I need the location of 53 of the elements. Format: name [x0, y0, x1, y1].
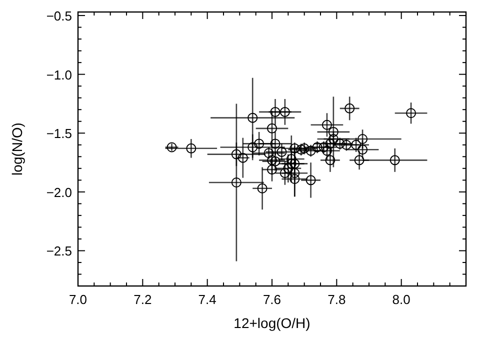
- x-tick-label: 7.4: [198, 292, 216, 307]
- point: [351, 140, 362, 150]
- x-tick-label: 7.2: [134, 292, 152, 307]
- point: [296, 144, 306, 155]
- y-tick-label: −0.5: [46, 8, 72, 24]
- point: [325, 155, 336, 166]
- point: [358, 134, 368, 144]
- point: [286, 158, 296, 169]
- x-tick-label: 8.0: [392, 292, 410, 307]
- point: [328, 134, 338, 144]
- point: [322, 120, 332, 130]
- point: [344, 103, 355, 114]
- point: [248, 142, 258, 152]
- x-tick-label: 7.6: [262, 292, 282, 307]
- point: [186, 143, 196, 154]
- point: [270, 106, 280, 117]
- point: [270, 138, 280, 149]
- point: [358, 144, 368, 155]
- point: [390, 155, 400, 166]
- point: [406, 108, 416, 118]
- y-tick-label: −1.0: [46, 67, 72, 82]
- point: [270, 156, 280, 166]
- point: [231, 149, 242, 160]
- point: [290, 158, 300, 169]
- x-axis-title: 12+log(O/H): [234, 315, 310, 331]
- point: [276, 146, 287, 157]
- point: [257, 183, 268, 194]
- point: [280, 106, 290, 117]
- point: [299, 143, 310, 154]
- y-tick-label: −2.5: [46, 244, 72, 259]
- point: [254, 138, 264, 149]
- point: [267, 123, 277, 134]
- point: [267, 164, 277, 175]
- point: [290, 168, 300, 178]
- point: [306, 175, 316, 186]
- y-tick-label: −1.5: [46, 126, 72, 142]
- point: [325, 138, 336, 149]
- point: [283, 163, 294, 174]
- y-axis-title: log(N/O): [9, 122, 25, 176]
- point: [280, 168, 290, 178]
- point: [264, 148, 274, 158]
- x-tick-label: 7.8: [328, 292, 346, 307]
- point: [286, 154, 296, 164]
- point: [328, 126, 338, 137]
- point: [354, 155, 364, 166]
- point: [267, 155, 277, 166]
- point: [290, 174, 300, 184]
- x-tick-label: 7.0: [68, 292, 88, 307]
- point: [231, 178, 242, 188]
- point: [290, 143, 300, 154]
- y-tick-label: −2.0: [46, 184, 72, 200]
- point: [322, 146, 332, 156]
- point: [248, 112, 258, 123]
